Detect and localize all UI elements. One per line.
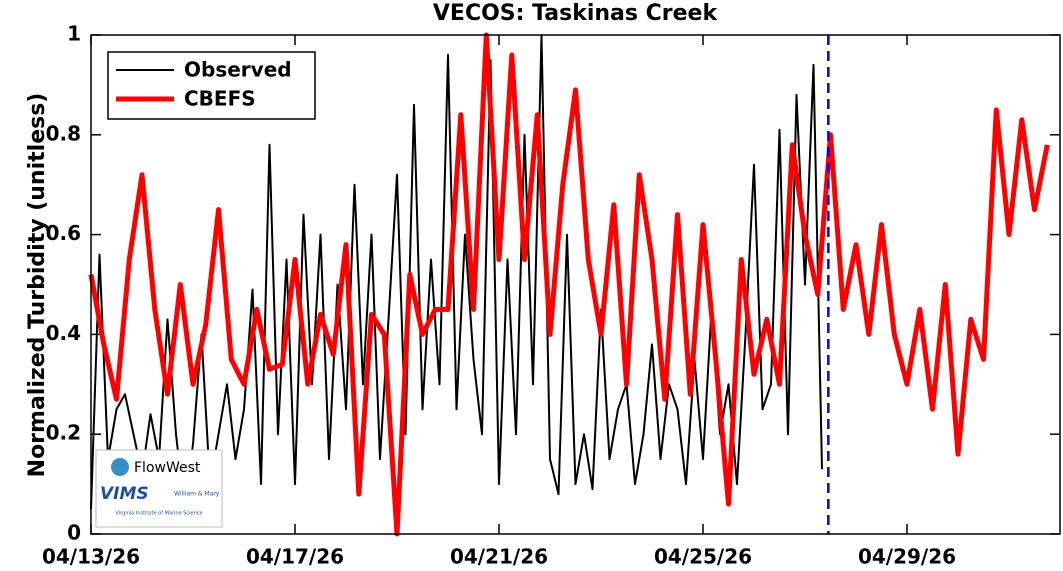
x-tick-label: 04/21/26: [450, 545, 548, 569]
logo-text: VIMS: [100, 484, 149, 504]
x-tick-label: 04/25/26: [654, 545, 752, 569]
legend-label: CBEFS: [184, 87, 256, 111]
x-tick-label: 04/13/26: [42, 545, 140, 569]
legend-label: Observed: [184, 58, 292, 82]
data-line: [88, 32, 1050, 537]
y-axis-label: Normalized Turbidity (unitless): [25, 93, 50, 478]
logo-text: William & Mary: [174, 491, 220, 498]
logo: FlowWest VIMS William & Mary Virginia In…: [95, 449, 223, 528]
y-tick-label: 1: [67, 22, 81, 46]
y-tick-label: 0.4: [46, 321, 81, 345]
y-tick-label: 0.2: [46, 421, 81, 445]
plot-frame: [90, 34, 1061, 535]
legend-box: [107, 51, 316, 120]
x-tick-label: 04/17/26: [246, 545, 344, 569]
chart-title: VECOS: Taskinas Creek: [433, 1, 719, 26]
y-tick-label: 0.6: [46, 221, 81, 245]
y-tick-label: 0: [67, 521, 81, 545]
x-tick-label: 04/29/26: [858, 545, 956, 569]
logo-text: FlowWest: [134, 460, 201, 476]
logo-text: Virginia Institute of Marine Science: [115, 511, 202, 517]
y-tick-label: 0.8: [46, 121, 81, 145]
logo-icon: [111, 458, 129, 476]
